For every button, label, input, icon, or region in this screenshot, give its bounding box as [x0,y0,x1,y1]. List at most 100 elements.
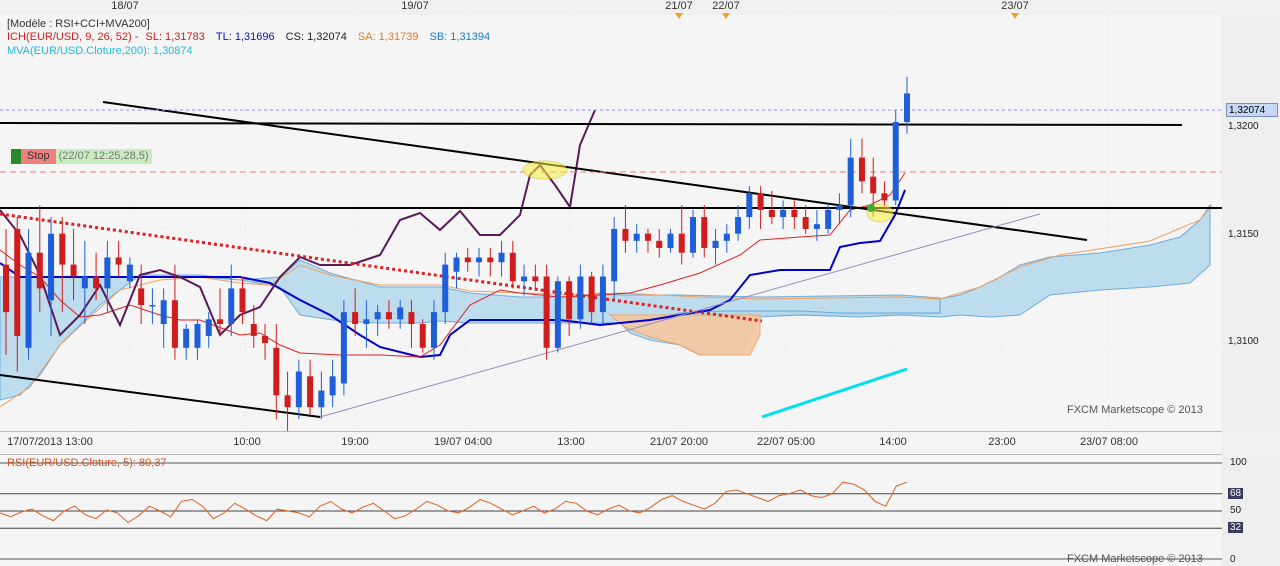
rsi-label: RSI(EUR/USD.Cloture, 5): 80,37 [7,457,167,469]
resistance-trendline [102,101,1088,241]
candle-body [892,121,899,201]
top-overlays [522,160,894,223]
chart-overlays [0,101,1222,419]
mva-label: MVA(EUR/USD.Cloture,200): 1,30874 [7,45,193,57]
watermark-rsi: FXCM Marketscope © 2013 [1067,553,1203,565]
candle-body [644,233,651,241]
top-date-label: 22/07 [712,0,740,12]
time-tick-label: 10:00 [233,436,261,448]
candle-body [768,209,775,218]
time-tick-label: 14:00 [879,436,907,448]
candle-body [194,324,201,348]
sl-value: SL: 1,31783 [145,31,205,43]
candle-body [104,257,111,289]
candle-body [870,176,877,194]
candle-body [453,257,460,272]
date-marker-icon [722,13,730,19]
candle-body [430,312,437,348]
top-date-label: 21/07 [665,0,693,12]
time-tick-label: 23:00 [988,436,1016,448]
rsi-level-50: 50 [1230,505,1242,516]
candle-body [160,300,167,325]
candle-body [690,217,697,253]
candle-body [408,312,415,325]
time-tick-label: 19/07 04:00 [433,436,493,448]
candle-body [70,264,77,277]
candle-body [611,228,618,282]
top-date-label: 18/07 [111,0,139,12]
cs-value: CS: 1,32074 [285,31,347,43]
candle-body [543,276,550,348]
candle-body [419,324,426,348]
candle-body [566,281,573,320]
rsi-level-0: 0 [1230,554,1236,565]
candle-body [836,205,843,210]
candle-body [678,233,685,253]
date-marker-icon [1011,13,1019,19]
time-tick-label: 23/07 08:00 [1079,436,1139,448]
top-date-label: 23/07 [1001,0,1029,12]
candle-body [25,252,32,348]
candle-body [340,312,347,384]
entry-dot [867,204,875,212]
candle-body [701,217,708,248]
candle-body [273,347,280,396]
candle-body [352,312,359,325]
grid-lines [0,15,1222,431]
candle-body [554,281,561,348]
candle-body [385,312,392,320]
candle-body [723,233,730,241]
candle-body [307,376,314,408]
candle-body [81,276,88,289]
candle-body [476,257,483,263]
senkou-a-line [0,204,1213,408]
candle-body [48,233,55,301]
candle-body [881,193,888,201]
candle-body [216,319,223,325]
candle-body [295,371,302,408]
rsi-level-32: 32 [1228,522,1244,533]
time-tick-label: 22/07 05:00 [756,436,816,448]
candle-body [442,264,449,313]
candle-body [532,276,539,282]
candle-body [205,319,212,336]
support-trendline [319,213,1041,418]
rsi-panel[interactable] [0,455,1280,566]
time-tick-label: 17/07/2013 13:00 [7,436,93,448]
stop-label: Stop [21,148,56,164]
candle-body [588,276,595,313]
candle-body [239,288,246,313]
candle-body [171,300,178,348]
candle-body [329,376,336,396]
ichimoku-legend: ICH(EUR/USD, 9, 26, 52) - SL: 1,31783 TL… [7,31,490,43]
candle-body [464,257,471,263]
tl-value: TL: 1,31696 [215,31,275,43]
candle-body [757,193,764,210]
candle-body [622,228,629,241]
stop-marker[interactable]: Stop (22/07 12:25,28,5) [11,148,152,164]
candle-body [599,276,606,313]
rsi-level-100: 100 [1230,457,1247,468]
chikou-line [0,109,596,337]
main-chart[interactable] [0,15,1280,431]
candle-body [791,209,798,218]
candle-body [577,276,584,320]
stop-flag-icon [11,148,21,164]
highlight-ellipse [522,160,568,180]
candle-body [858,157,865,182]
candle-body [3,264,9,313]
candle-body [284,395,291,408]
candle-body [735,217,742,234]
price-axis-background [1222,15,1280,431]
mva-line [761,367,908,419]
candle-body [93,276,100,289]
candle-body [363,319,370,325]
rsi-level-68: 68 [1228,488,1244,499]
price-tick-2: 1,3150 [1228,229,1259,240]
candle-body [780,209,787,218]
candle-body [262,335,269,344]
top-date-bar [0,0,1280,14]
candle-body [138,288,145,306]
red-dotted-trendline [0,212,763,323]
candle-body [487,257,494,263]
